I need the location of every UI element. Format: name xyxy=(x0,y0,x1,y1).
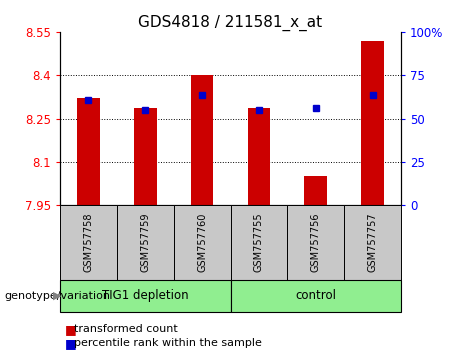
Bar xyxy=(60,205,117,280)
Text: GSM757757: GSM757757 xyxy=(367,213,378,272)
Bar xyxy=(230,205,287,280)
Text: ▶: ▶ xyxy=(53,291,61,301)
Bar xyxy=(60,280,230,312)
Bar xyxy=(117,205,174,280)
Bar xyxy=(304,176,327,205)
Text: percentile rank within the sample: percentile rank within the sample xyxy=(74,338,262,348)
Title: GDS4818 / 211581_x_at: GDS4818 / 211581_x_at xyxy=(138,14,323,30)
Text: transformed count: transformed count xyxy=(74,324,177,334)
Bar xyxy=(287,205,344,280)
Bar xyxy=(230,280,401,312)
Bar xyxy=(361,41,384,205)
Bar xyxy=(134,108,157,205)
Text: ■: ■ xyxy=(65,337,76,350)
Bar xyxy=(191,75,213,205)
Bar xyxy=(248,108,270,205)
Text: GSM757759: GSM757759 xyxy=(140,213,150,272)
Text: GSM757760: GSM757760 xyxy=(197,213,207,272)
Bar xyxy=(174,205,230,280)
Text: ■: ■ xyxy=(65,323,76,336)
Text: TIG1 depletion: TIG1 depletion xyxy=(102,289,189,302)
Bar xyxy=(77,98,100,205)
Text: GSM757758: GSM757758 xyxy=(83,213,94,272)
Text: genotype/variation: genotype/variation xyxy=(5,291,111,301)
Text: control: control xyxy=(296,289,336,302)
Bar xyxy=(344,205,401,280)
Text: GSM757756: GSM757756 xyxy=(311,213,321,272)
Text: GSM757755: GSM757755 xyxy=(254,213,264,272)
